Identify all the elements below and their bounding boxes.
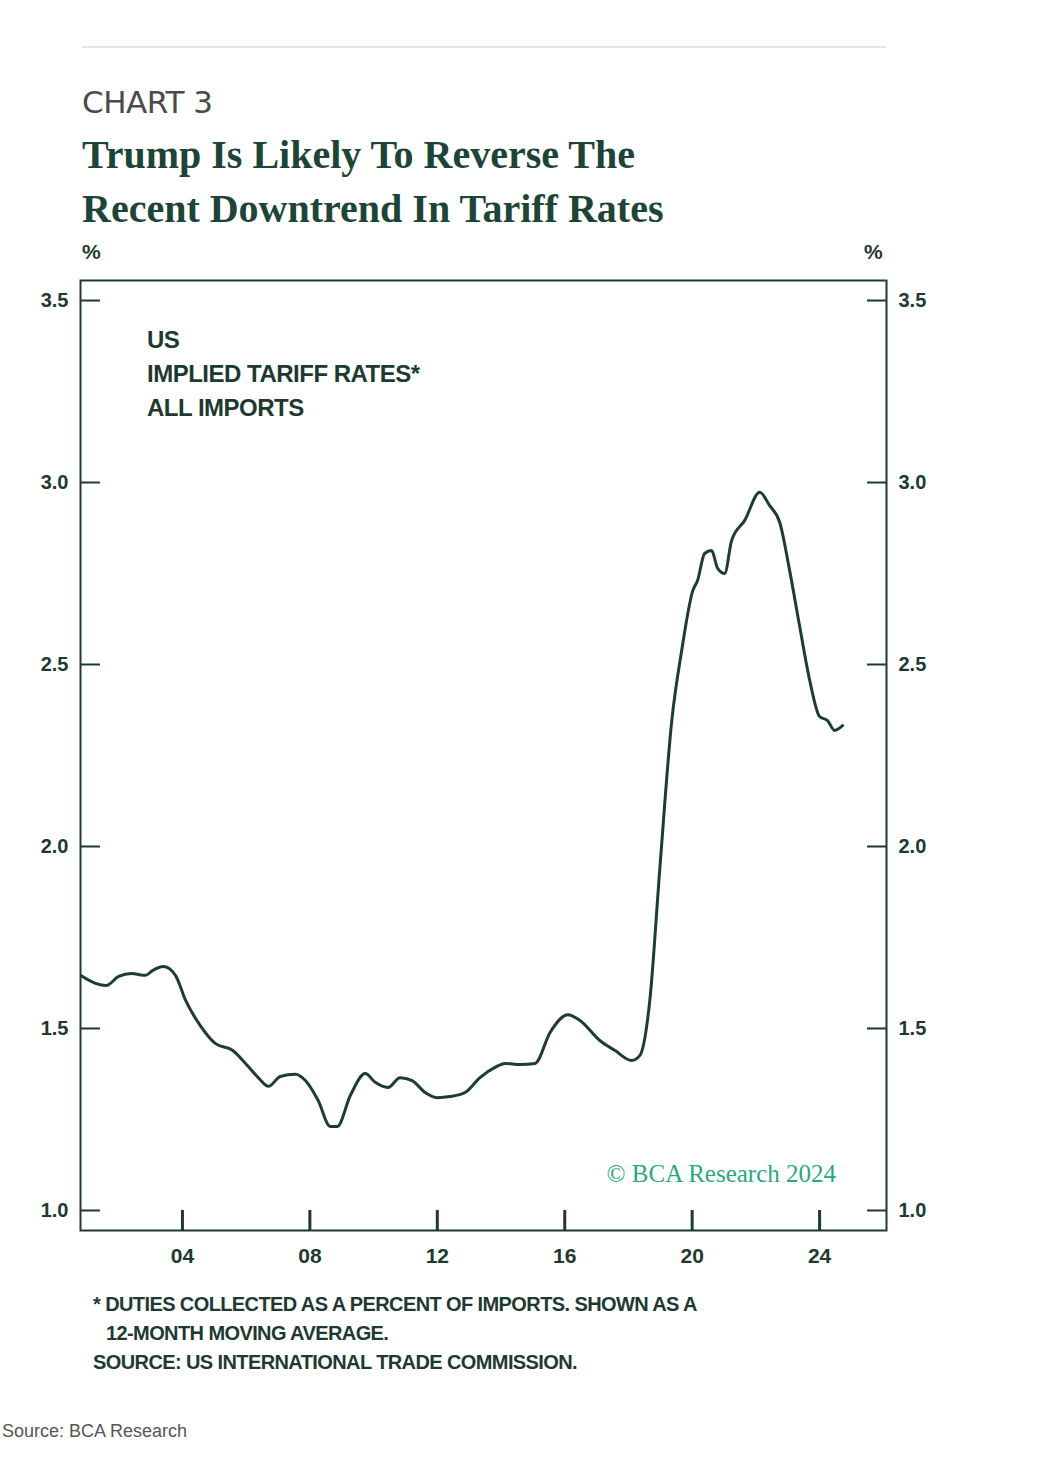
html-text:* DUTIES COLLECTED AS A PERCEN: * DUTIES COLLECTED AS A PERCENT OF IMPOR… <box>93 1293 697 1315</box>
html-text:ALL IMPORTS: ALL IMPORTS <box>147 394 304 421</box>
html-text:Source: BCA Research: Source: BCA Research <box>2 1421 188 1441</box>
svg-text:1.5: 1.5 <box>899 1017 927 1039</box>
svg-text:12: 12 <box>426 1244 449 1267</box>
svg-text:1.5: 1.5 <box>41 1017 69 1039</box>
svg-text:3.5: 3.5 <box>41 289 69 311</box>
html-text:CHART 3: CHART 3 <box>82 84 213 120</box>
svg-text:04: 04 <box>171 1244 195 1267</box>
svg-text:24: 24 <box>808 1244 832 1267</box>
html-text:© BCA Research 2024: © BCA Research 2024 <box>606 1160 836 1187</box>
html-text:SOURCE: US INTERNATIONAL TRADE: SOURCE: US INTERNATIONAL TRADE COMMISSIO… <box>93 1351 578 1373</box>
html-text:Recent Downtrend In Tariff Rat: Recent Downtrend In Tariff Rates <box>82 186 664 231</box>
html-text:Trump Is Likely To Reverse The: Trump Is Likely To Reverse The <box>82 132 635 177</box>
svg-text:2.0: 2.0 <box>899 835 927 857</box>
svg-text:20: 20 <box>680 1244 703 1267</box>
svg-text:3.0: 3.0 <box>899 471 927 493</box>
svg-text:3.0: 3.0 <box>41 471 69 493</box>
html-text:IMPLIED TARIFF RATES*: IMPLIED TARIFF RATES* <box>147 360 420 387</box>
svg-text:08: 08 <box>298 1244 322 1267</box>
svg-text:2.5: 2.5 <box>899 653 927 675</box>
svg-text:16: 16 <box>553 1244 576 1267</box>
svg-text:2.0: 2.0 <box>41 835 69 857</box>
svg-text:2.5: 2.5 <box>41 653 69 675</box>
html-text:12-MONTH MOVING AVERAGE.: 12-MONTH MOVING AVERAGE. <box>106 1322 389 1344</box>
html-text:US: US <box>147 326 180 353</box>
svg-text:1.0: 1.0 <box>41 1199 69 1221</box>
svg-text:3.5: 3.5 <box>899 289 927 311</box>
svg-text:1.0: 1.0 <box>899 1199 927 1221</box>
